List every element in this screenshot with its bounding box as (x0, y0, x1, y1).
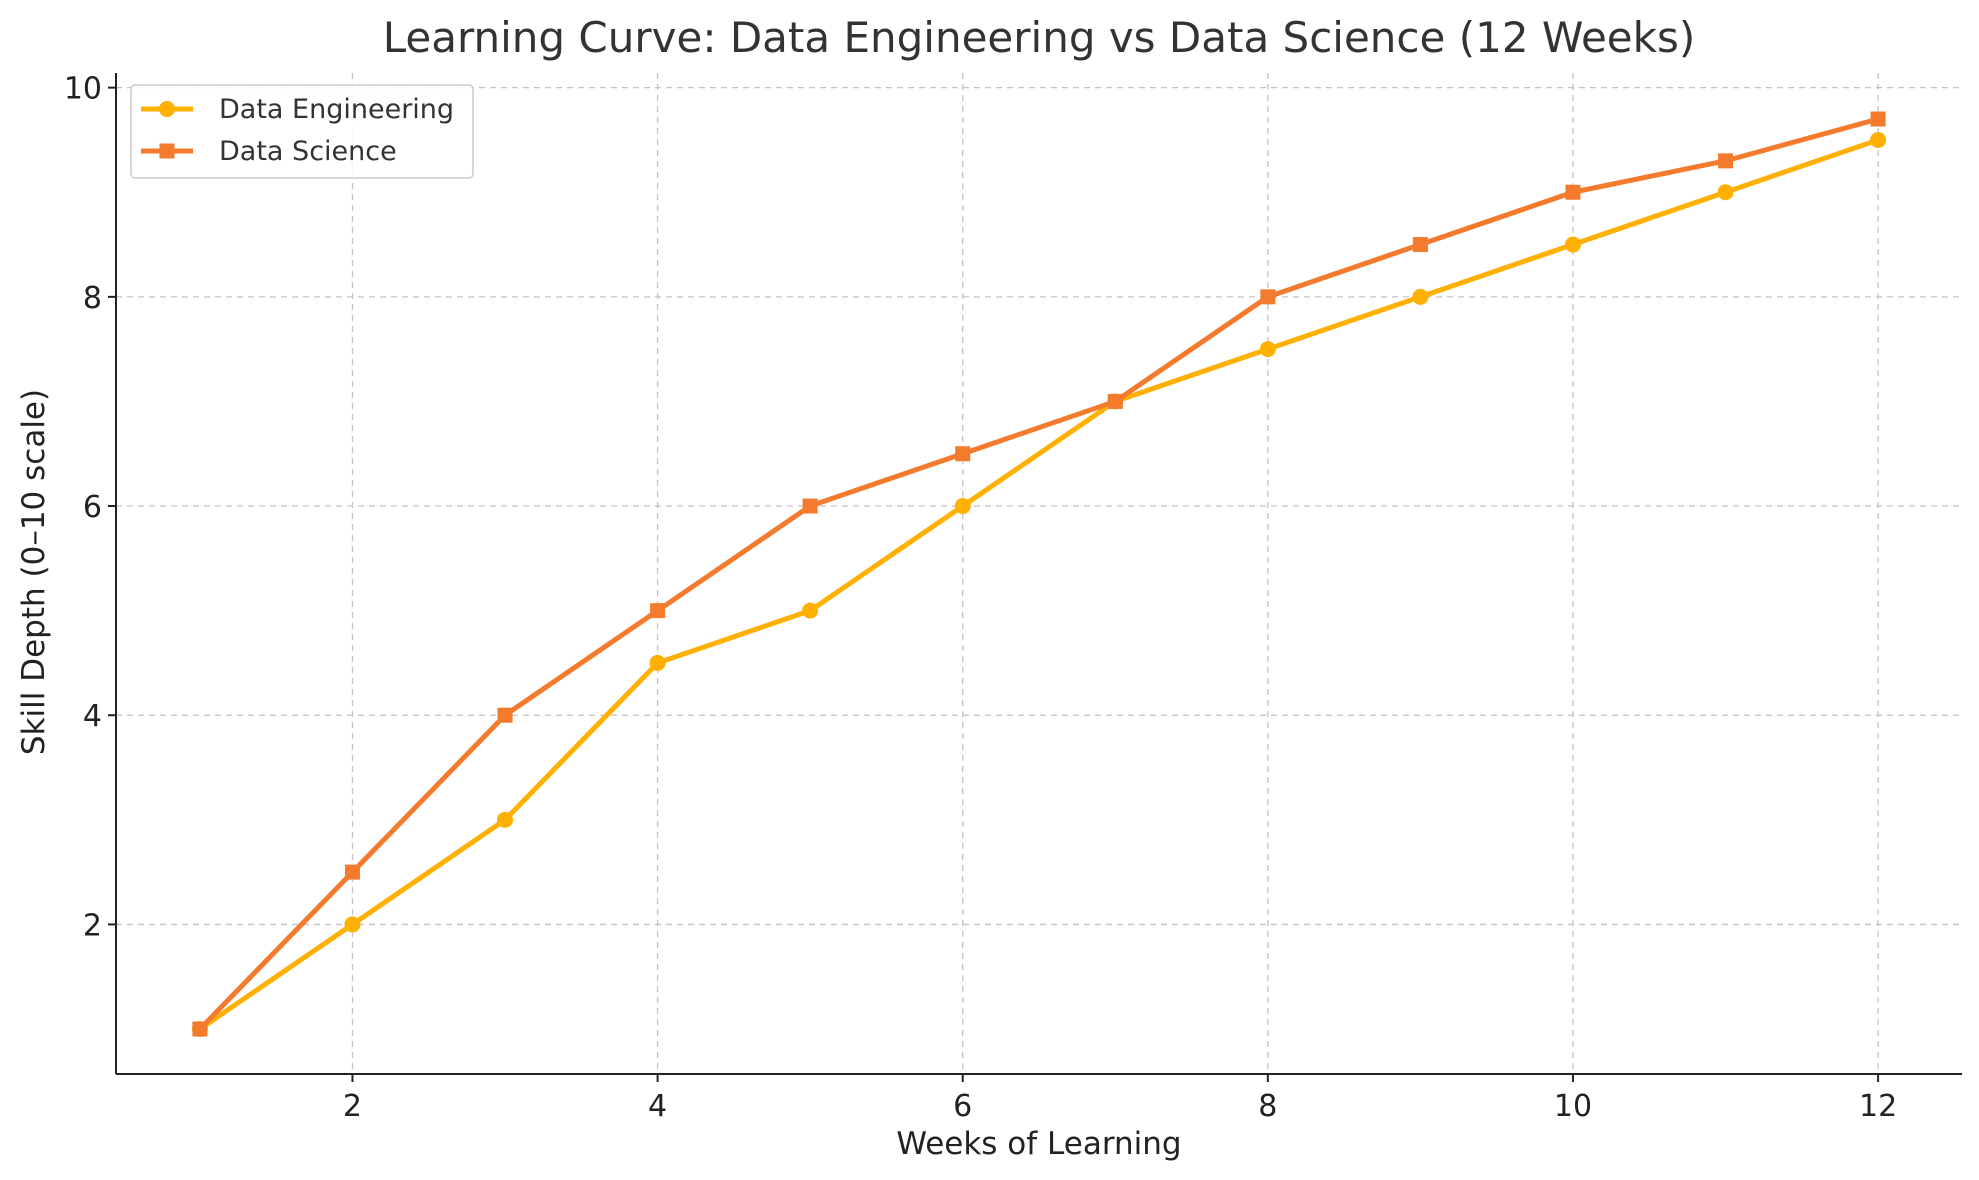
data-point-data-engineering-10 (1564, 236, 1581, 253)
legend: Data Engineering Data Science (130, 84, 474, 179)
data-point-data-science-11 (1718, 153, 1734, 169)
legend-marker-data-science (159, 143, 175, 159)
data-point-data-science-12 (1870, 111, 1886, 127)
legend-marker-data-engineering (159, 101, 175, 117)
x-tick-label-10: 10 (1554, 1089, 1592, 1124)
series-line-data-engineering (197, 137, 1881, 1032)
data-point-data-engineering-5 (802, 602, 819, 619)
data-point-data-science-5 (802, 498, 818, 514)
series-line-data-science (197, 116, 1881, 1032)
y-tick-label-6: 6 (83, 490, 102, 525)
chart-title: Learning Curve: Data Engineering vs Data… (383, 13, 1695, 62)
x-tick-label-8: 8 (1258, 1089, 1277, 1124)
data-point-data-science-2 (344, 864, 360, 880)
x-tick-label-12: 12 (1859, 1089, 1897, 1124)
data-point-data-science-7 (1107, 393, 1123, 409)
data-point-data-engineering-8 (1259, 341, 1276, 358)
x-tick-label-2: 2 (343, 1089, 362, 1124)
data-point-data-engineering-3 (497, 811, 514, 828)
data-point-data-engineering-9 (1412, 288, 1429, 305)
series-layer (191, 111, 1887, 1038)
data-point-data-science-9 (1412, 237, 1428, 253)
data-point-data-engineering-2 (344, 916, 361, 933)
data-point-data-engineering-6 (954, 498, 971, 515)
axes: 2 4 6 8 10 12 2 4 6 8 10 (64, 72, 1962, 1124)
data-point-data-science-1 (192, 1021, 208, 1037)
data-point-data-engineering-11 (1717, 184, 1734, 201)
legend-item-data-engineering: Data Engineering (141, 94, 454, 125)
y-tick-label-10: 10 (64, 72, 102, 107)
legend-item-data-science: Data Science (141, 136, 397, 167)
legend-label-data-engineering: Data Engineering (219, 94, 454, 125)
y-tick-label-2: 2 (83, 908, 102, 943)
series-data-engineering (191, 131, 1887, 1038)
data-point-data-science-3 (497, 707, 513, 723)
y-tick-label-4: 4 (83, 699, 102, 734)
data-point-data-engineering-4 (649, 654, 666, 671)
series-data-science (192, 111, 1886, 1037)
x-tick-label-4: 4 (648, 1089, 667, 1124)
x-tick-label-6: 6 (953, 1089, 972, 1124)
y-axis-title: Skill Depth (0–10 scale) (16, 389, 52, 755)
data-point-data-engineering-12 (1870, 131, 1887, 148)
data-point-data-science-4 (650, 603, 666, 619)
grid (116, 73, 1962, 1074)
legend-box (130, 84, 474, 179)
data-point-data-science-6 (955, 446, 971, 462)
x-axis-title: Weeks of Learning (896, 1126, 1181, 1162)
data-point-data-science-10 (1565, 184, 1581, 200)
y-tick-label-8: 8 (83, 281, 102, 316)
legend-label-data-science: Data Science (219, 136, 397, 167)
data-point-data-science-8 (1260, 289, 1276, 305)
